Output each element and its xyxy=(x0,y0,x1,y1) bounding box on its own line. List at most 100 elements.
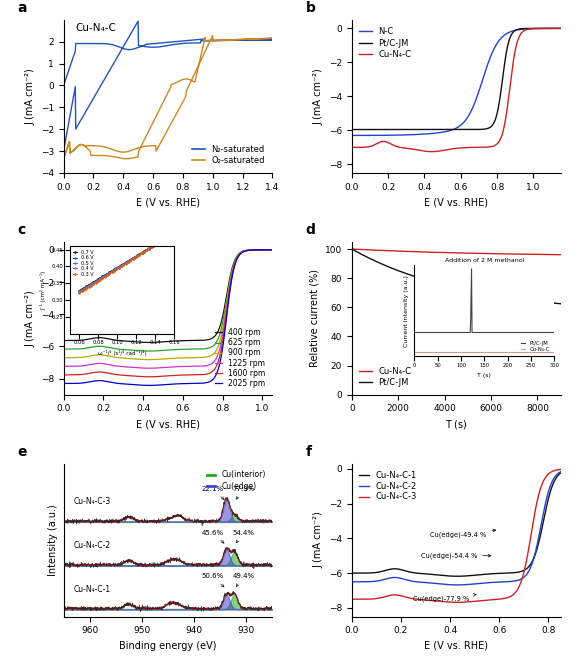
N-C xyxy=(557,25,564,32)
Text: f: f xyxy=(306,445,312,459)
Text: Cu(edge)-77.9 %: Cu(edge)-77.9 % xyxy=(413,593,476,603)
Cu-N₄-C-1 xyxy=(349,569,355,577)
400 rpm xyxy=(60,337,67,345)
900 rpm xyxy=(269,246,276,254)
Cu-N₄-C-2 xyxy=(553,471,560,479)
Cu-N₄-C xyxy=(386,139,392,147)
Line: Cu-N₄-C-3: Cu-N₄-C-3 xyxy=(352,469,561,602)
1600 rpm xyxy=(155,373,162,381)
Cu-N₄-C-1 xyxy=(557,469,564,477)
1600 rpm xyxy=(218,346,225,354)
Line: 1600 rpm: 1600 rpm xyxy=(64,250,272,377)
Text: 22.1%: 22.1% xyxy=(201,486,224,499)
Cu-N₄-C-1 xyxy=(447,572,454,580)
Line: Cu-N₄-C-2: Cu-N₄-C-2 xyxy=(352,471,561,585)
2025 rpm xyxy=(114,379,121,387)
Text: 77.9%: 77.9% xyxy=(232,486,255,499)
1225 rpm xyxy=(155,364,162,372)
2025 rpm xyxy=(155,381,162,389)
N-C xyxy=(472,99,479,107)
2025 rpm xyxy=(218,353,225,361)
Cu-N₄-C xyxy=(349,245,355,253)
Cu-N₄-C-1 xyxy=(473,571,480,579)
X-axis label: E (V vs. RHE): E (V vs. RHE) xyxy=(424,641,488,651)
Cu-N₄-C xyxy=(515,250,522,258)
Pt/C-JM xyxy=(488,123,495,131)
N-C xyxy=(402,131,409,139)
Cu-N₄-C-3 xyxy=(557,465,564,473)
1225 rpm xyxy=(218,339,225,347)
Line: Cu-N₄-C: Cu-N₄-C xyxy=(352,249,561,255)
Cu-N₄-C xyxy=(492,250,499,258)
Pt/C-JM xyxy=(515,295,522,303)
Line: 400 rpm: 400 rpm xyxy=(64,250,272,343)
900 rpm xyxy=(146,355,153,363)
2025 rpm xyxy=(269,246,276,254)
1600 rpm xyxy=(200,371,207,379)
Y-axis label: J (mA cm⁻²): J (mA cm⁻²) xyxy=(25,68,35,125)
900 rpm xyxy=(114,353,121,361)
1225 rpm xyxy=(269,246,276,254)
1600 rpm xyxy=(97,368,104,376)
X-axis label: E (V vs. RHE): E (V vs. RHE) xyxy=(136,197,200,207)
Text: e: e xyxy=(18,445,27,459)
Line: Cu-N₄-C-1: Cu-N₄-C-1 xyxy=(352,473,561,576)
Cu-N₄-C xyxy=(370,246,377,254)
Pt/C-JM xyxy=(386,125,392,133)
Cu-N₄-C-1 xyxy=(454,572,461,580)
625 rpm xyxy=(218,326,225,333)
900 rpm xyxy=(184,354,191,362)
N-C xyxy=(506,29,513,36)
Y-axis label: J (mA cm⁻²): J (mA cm⁻²) xyxy=(313,68,323,125)
Text: 49.4%: 49.4% xyxy=(233,573,255,587)
2025 rpm xyxy=(200,379,207,387)
625 rpm xyxy=(184,345,191,353)
Cu-N₄-C xyxy=(472,143,479,151)
625 rpm xyxy=(155,347,162,355)
Cu-N₄-C xyxy=(506,88,513,95)
Line: Pt/C-JM: Pt/C-JM xyxy=(352,249,561,304)
400 rpm xyxy=(114,336,121,344)
Line: 1225 rpm: 1225 rpm xyxy=(64,250,272,368)
Cu-N₄-C-1 xyxy=(520,567,527,575)
Pt/C-JM xyxy=(506,36,513,44)
Cu-N₄-C-3 xyxy=(462,598,469,606)
Pt/C-JM xyxy=(349,125,355,133)
625 rpm xyxy=(146,347,153,355)
1225 rpm xyxy=(200,362,207,370)
Cu-N₄-C-1 xyxy=(553,474,560,482)
Pt/C-JM xyxy=(443,125,450,133)
Y-axis label: J (mA cm⁻²): J (mA cm⁻²) xyxy=(25,290,35,347)
900 rpm xyxy=(155,355,162,363)
Y-axis label: Relative current (%): Relative current (%) xyxy=(309,269,319,367)
Pt/C-JM xyxy=(511,294,518,302)
Pt/C-JM xyxy=(472,125,479,133)
Text: d: d xyxy=(306,223,316,237)
2025 rpm xyxy=(97,377,104,385)
900 rpm xyxy=(200,353,207,361)
Line: Cu-N₄-C: Cu-N₄-C xyxy=(352,29,561,152)
Cu-N₄-C-3 xyxy=(447,598,454,606)
Text: Cu-N₄-C-2: Cu-N₄-C-2 xyxy=(74,541,111,550)
Pt/C-JM xyxy=(557,300,564,308)
1600 rpm xyxy=(114,371,121,379)
Text: Cu(edge)-49.4 %: Cu(edge)-49.4 % xyxy=(431,529,496,538)
Y-axis label: Intensity (a.u.): Intensity (a.u.) xyxy=(48,505,58,576)
400 rpm xyxy=(200,336,207,344)
Cu-N₄-C xyxy=(443,146,450,154)
1600 rpm xyxy=(146,373,153,381)
625 rpm xyxy=(269,246,276,254)
Cu-N₄-C xyxy=(349,143,355,151)
Text: Cu-N₄-C-1: Cu-N₄-C-1 xyxy=(74,585,111,594)
Cu-N₄-C-2 xyxy=(454,581,461,589)
Legend: Cu(interior), Cu(edge): Cu(interior), Cu(edge) xyxy=(205,467,269,494)
Legend: N-C, Pt/C-JM, Cu-N₄-C: N-C, Pt/C-JM, Cu-N₄-C xyxy=(356,24,415,63)
Text: b: b xyxy=(306,1,316,15)
X-axis label: Binding energy (eV): Binding energy (eV) xyxy=(119,641,217,651)
Cu-N₄-C xyxy=(557,251,564,259)
Cu-N₄-C-3 xyxy=(449,598,455,606)
Cu-N₄-C xyxy=(440,249,447,257)
Cu-N₄-C-3 xyxy=(473,597,480,605)
400 rpm xyxy=(155,338,162,346)
Text: 50.6%: 50.6% xyxy=(201,573,224,587)
